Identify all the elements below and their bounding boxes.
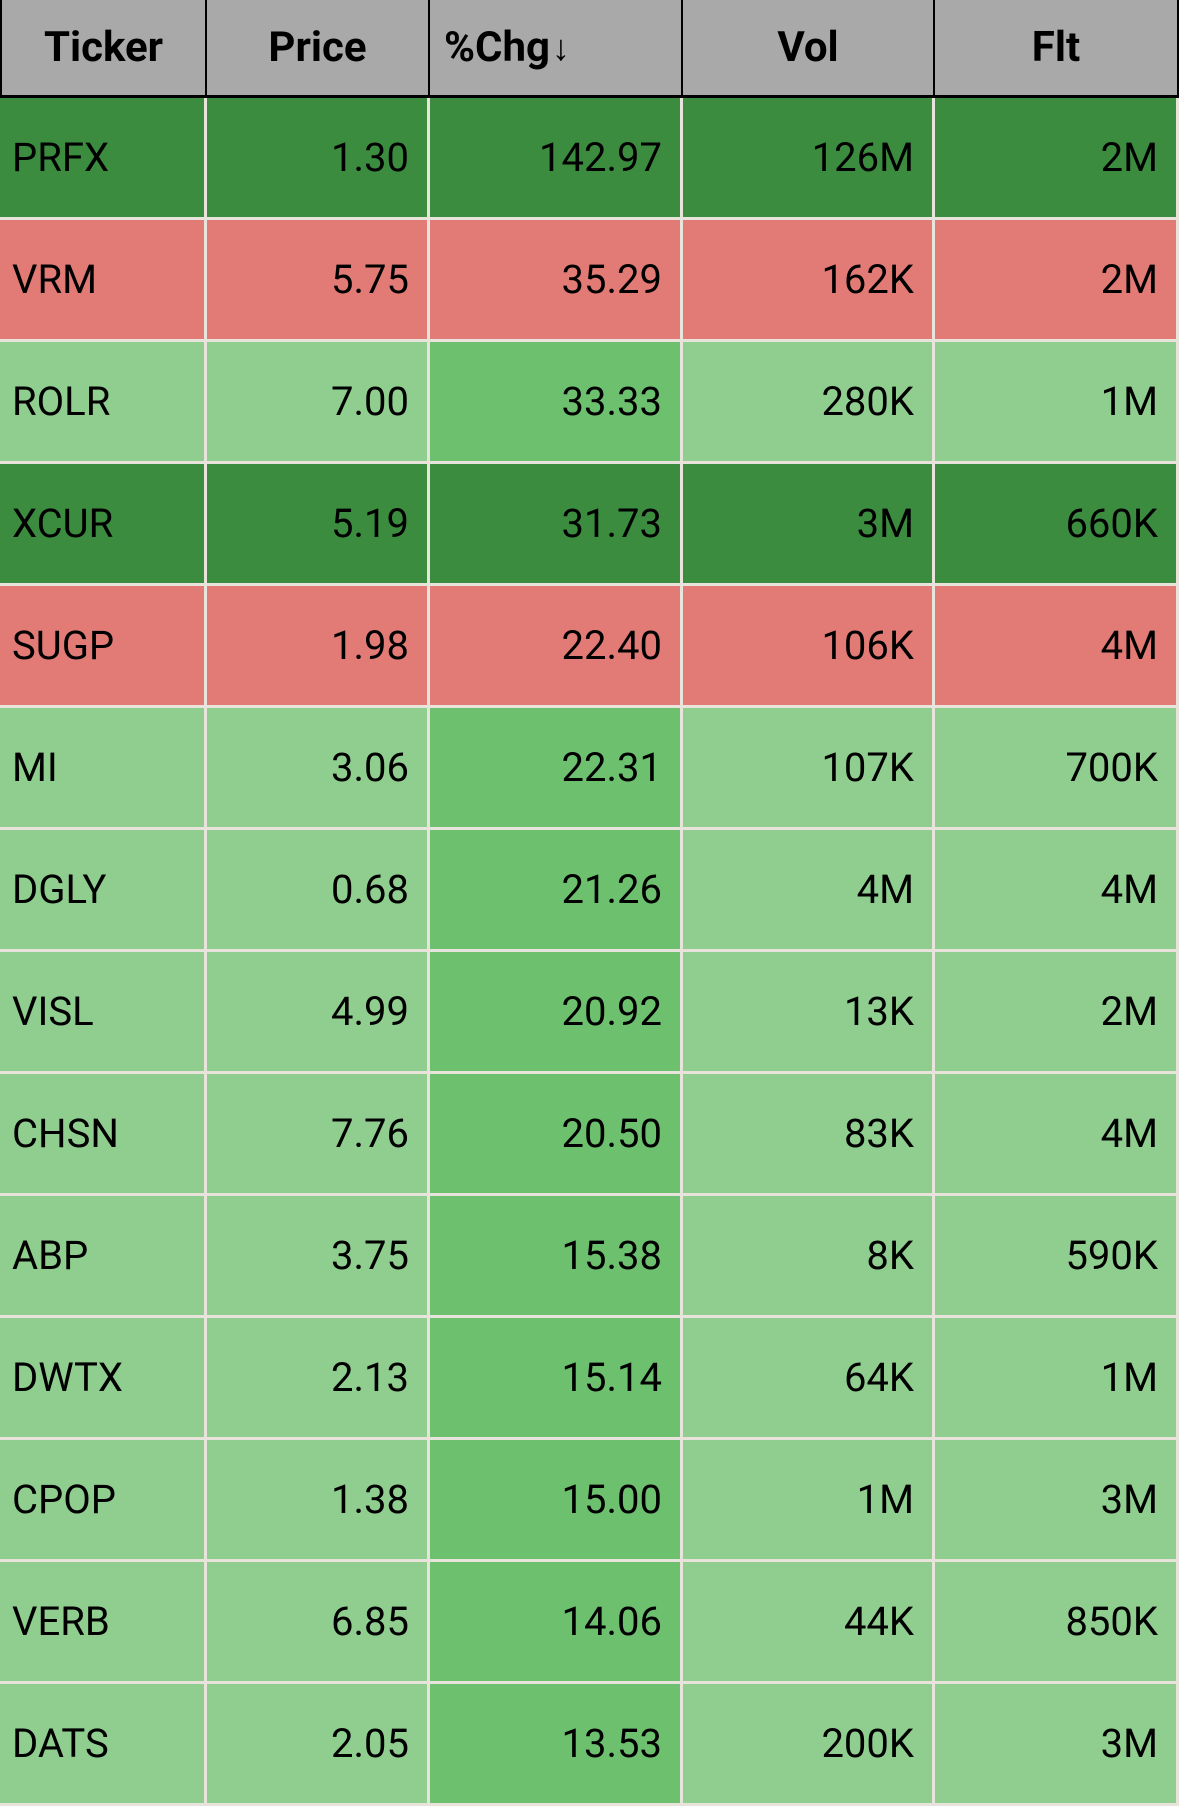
cell-price: 1.30: [207, 98, 430, 220]
cell-price: 4.99: [207, 952, 430, 1074]
table-row[interactable]: XCUR5.1931.733M660K: [0, 464, 1179, 586]
cell-chg: 20.92: [430, 952, 683, 1074]
cell-vol: 280K: [683, 342, 935, 464]
sort-descending-icon: ↓: [552, 27, 570, 69]
cell-price: 7.76: [207, 1074, 430, 1196]
cell-chg: 13.53: [430, 1684, 683, 1806]
cell-vol: 162K: [683, 220, 935, 342]
cell-chg: 33.33: [430, 342, 683, 464]
column-header-volume[interactable]: Vol: [683, 0, 935, 95]
cell-vol: 4M: [683, 830, 935, 952]
cell-chg: 142.97: [430, 98, 683, 220]
column-header-label: Flt: [1032, 23, 1080, 72]
cell-ticker: XCUR: [0, 464, 207, 586]
cell-ticker: SUGP: [0, 586, 207, 708]
cell-flt: 1M: [935, 1318, 1179, 1440]
cell-ticker: PRFX: [0, 98, 207, 220]
cell-vol: 64K: [683, 1318, 935, 1440]
table-row[interactable]: ROLR7.0033.33280K1M: [0, 342, 1179, 464]
column-header-label: %Chg: [444, 23, 550, 72]
cell-flt: 1M: [935, 342, 1179, 464]
stock-screener-table: Ticker Price %Chg ↓ Vol Flt PRFX1.30142.…: [0, 0, 1179, 1806]
cell-chg: 15.38: [430, 1196, 683, 1318]
cell-ticker: CPOP: [0, 1440, 207, 1562]
table-row[interactable]: CHSN7.7620.5083K4M: [0, 1074, 1179, 1196]
cell-flt: 4M: [935, 586, 1179, 708]
cell-flt: 3M: [935, 1440, 1179, 1562]
table-row[interactable]: VERB6.8514.0644K850K: [0, 1562, 1179, 1684]
cell-price: 3.75: [207, 1196, 430, 1318]
cell-ticker: VRM: [0, 220, 207, 342]
table-row[interactable]: DATS2.0513.53200K3M: [0, 1684, 1179, 1806]
cell-vol: 3M: [683, 464, 935, 586]
column-header-label: Ticker: [44, 23, 163, 72]
cell-flt: 4M: [935, 830, 1179, 952]
table-row[interactable]: VISL4.9920.9213K2M: [0, 952, 1179, 1074]
cell-price: 1.38: [207, 1440, 430, 1562]
cell-vol: 107K: [683, 708, 935, 830]
cell-flt: 700K: [935, 708, 1179, 830]
cell-chg: 20.50: [430, 1074, 683, 1196]
table-row[interactable]: MI3.0622.31107K700K: [0, 708, 1179, 830]
cell-vol: 200K: [683, 1684, 935, 1806]
cell-price: 5.19: [207, 464, 430, 586]
cell-ticker: ABP: [0, 1196, 207, 1318]
cell-flt: 850K: [935, 1562, 1179, 1684]
cell-ticker: CHSN: [0, 1074, 207, 1196]
cell-flt: 660K: [935, 464, 1179, 586]
cell-vol: 8K: [683, 1196, 935, 1318]
column-header-label: Price: [268, 23, 366, 72]
cell-ticker: DWTX: [0, 1318, 207, 1440]
cell-flt: 3M: [935, 1684, 1179, 1806]
cell-vol: 44K: [683, 1562, 935, 1684]
table-row[interactable]: VRM5.7535.29162K2M: [0, 220, 1179, 342]
table-header-row: Ticker Price %Chg ↓ Vol Flt: [0, 0, 1179, 98]
cell-chg: 15.14: [430, 1318, 683, 1440]
cell-price: 0.68: [207, 830, 430, 952]
cell-vol: 106K: [683, 586, 935, 708]
cell-ticker: VISL: [0, 952, 207, 1074]
cell-price: 1.98: [207, 586, 430, 708]
table-row[interactable]: PRFX1.30142.97126M2M: [0, 98, 1179, 220]
column-header-price[interactable]: Price: [207, 0, 430, 95]
cell-ticker: ROLR: [0, 342, 207, 464]
cell-chg: 35.29: [430, 220, 683, 342]
cell-ticker: DATS: [0, 1684, 207, 1806]
cell-ticker: DGLY: [0, 830, 207, 952]
table-row[interactable]: SUGP1.9822.40106K4M: [0, 586, 1179, 708]
cell-vol: 13K: [683, 952, 935, 1074]
cell-chg: 22.31: [430, 708, 683, 830]
cell-flt: 2M: [935, 220, 1179, 342]
cell-price: 3.06: [207, 708, 430, 830]
column-header-percent-change[interactable]: %Chg ↓: [430, 0, 683, 95]
cell-chg: 22.40: [430, 586, 683, 708]
cell-price: 2.13: [207, 1318, 430, 1440]
column-header-float[interactable]: Flt: [935, 0, 1179, 95]
cell-chg: 21.26: [430, 830, 683, 952]
column-header-label: Vol: [777, 23, 838, 72]
table-row[interactable]: DGLY0.6821.264M4M: [0, 830, 1179, 952]
table-body: PRFX1.30142.97126M2MVRM5.7535.29162K2MRO…: [0, 98, 1179, 1806]
cell-price: 6.85: [207, 1562, 430, 1684]
cell-flt: 590K: [935, 1196, 1179, 1318]
cell-vol: 83K: [683, 1074, 935, 1196]
cell-flt: 4M: [935, 1074, 1179, 1196]
cell-chg: 14.06: [430, 1562, 683, 1684]
cell-flt: 2M: [935, 952, 1179, 1074]
cell-ticker: VERB: [0, 1562, 207, 1684]
cell-ticker: MI: [0, 708, 207, 830]
column-header-ticker[interactable]: Ticker: [0, 0, 207, 95]
table-row[interactable]: DWTX2.1315.1464K1M: [0, 1318, 1179, 1440]
cell-chg: 31.73: [430, 464, 683, 586]
cell-price: 5.75: [207, 220, 430, 342]
cell-price: 7.00: [207, 342, 430, 464]
cell-vol: 126M: [683, 98, 935, 220]
cell-price: 2.05: [207, 1684, 430, 1806]
cell-chg: 15.00: [430, 1440, 683, 1562]
table-row[interactable]: ABP3.7515.388K590K: [0, 1196, 1179, 1318]
cell-flt: 2M: [935, 98, 1179, 220]
cell-vol: 1M: [683, 1440, 935, 1562]
table-row[interactable]: CPOP1.3815.001M3M: [0, 1440, 1179, 1562]
